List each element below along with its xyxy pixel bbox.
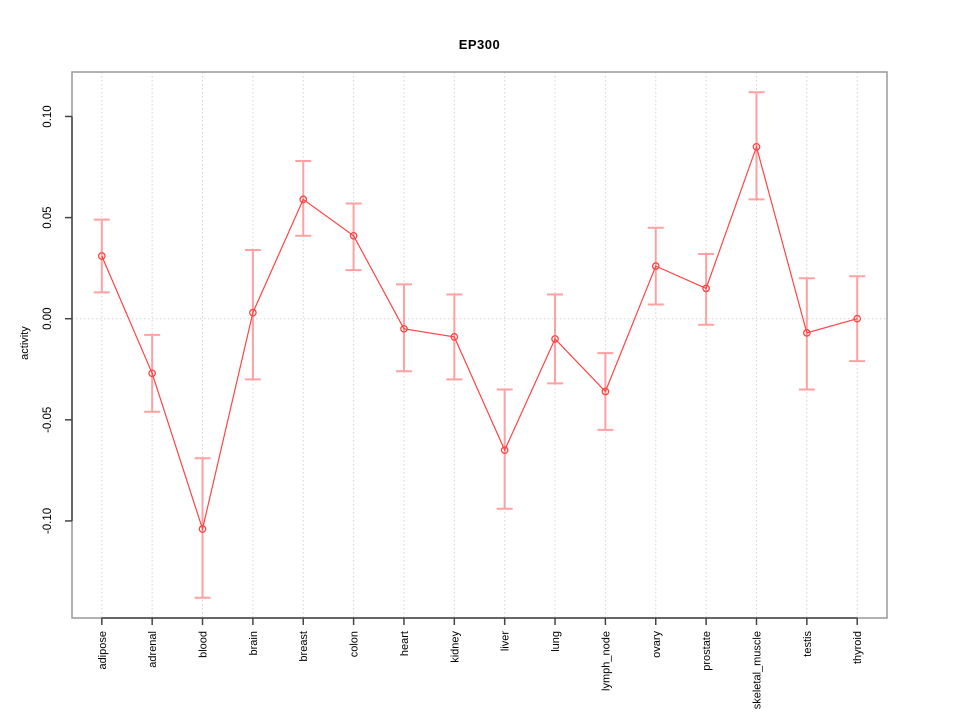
data-point	[802, 329, 811, 337]
data-point	[450, 333, 459, 341]
x-axis-ticks: adipose adrenal blood brain breast colon heart…	[97, 618, 864, 709]
x-tick-label: kidney	[449, 631, 461, 663]
x-tick-label: adipose	[97, 631, 109, 670]
x-tick-label: colon	[349, 631, 361, 657]
series-line	[101, 144, 858, 532]
data-point	[500, 446, 509, 455]
plot-box	[71, 71, 888, 619]
x-tick-label: testis	[802, 631, 814, 657]
data-point	[249, 308, 257, 317]
x-tick-label: lymph_node	[600, 631, 612, 691]
x-tick-label: lung	[550, 631, 562, 652]
data-point	[853, 314, 862, 323]
x-tick-label: liver	[500, 631, 512, 652]
x-tick-label: adrenal	[147, 631, 159, 668]
y-tick-label: 0.05	[42, 206, 54, 228]
data-point	[148, 369, 157, 378]
data-point	[299, 195, 308, 204]
gridlines	[72, 72, 887, 618]
x-tick-label: ovary	[651, 631, 663, 658]
y-tick-label: -0.10	[42, 508, 54, 534]
data-point	[400, 324, 408, 333]
y-axis-ticks: 0.10 0.05 0.00 -0.05 -0.10	[42, 105, 72, 534]
data-point	[349, 231, 358, 240]
x-tick-label: breast	[298, 631, 310, 662]
y-tick-label: 0.10	[42, 105, 54, 127]
x-tick-label: skeletal_muscle	[751, 631, 763, 709]
x-tick-label: thyroid	[852, 631, 864, 664]
axes	[71, 116, 858, 619]
x-tick-label: blood	[198, 631, 210, 658]
chart-title: EP300	[458, 37, 501, 52]
data-point	[601, 387, 610, 396]
series-line-group	[101, 144, 858, 532]
x-tick-label: heart	[399, 631, 411, 656]
y-tick-label: 0.00	[42, 308, 54, 330]
data-point	[551, 335, 559, 343]
data-points	[97, 142, 862, 533]
data-point	[97, 252, 106, 260]
data-point	[198, 525, 207, 533]
y-tick-label: -0.05	[42, 407, 54, 433]
data-point	[752, 142, 761, 151]
x-tick-label: prostate	[701, 631, 713, 671]
plot-box-group	[71, 71, 888, 619]
x-tick-label: brain	[248, 631, 260, 655]
data-point	[702, 284, 710, 293]
data-point	[651, 262, 660, 270]
